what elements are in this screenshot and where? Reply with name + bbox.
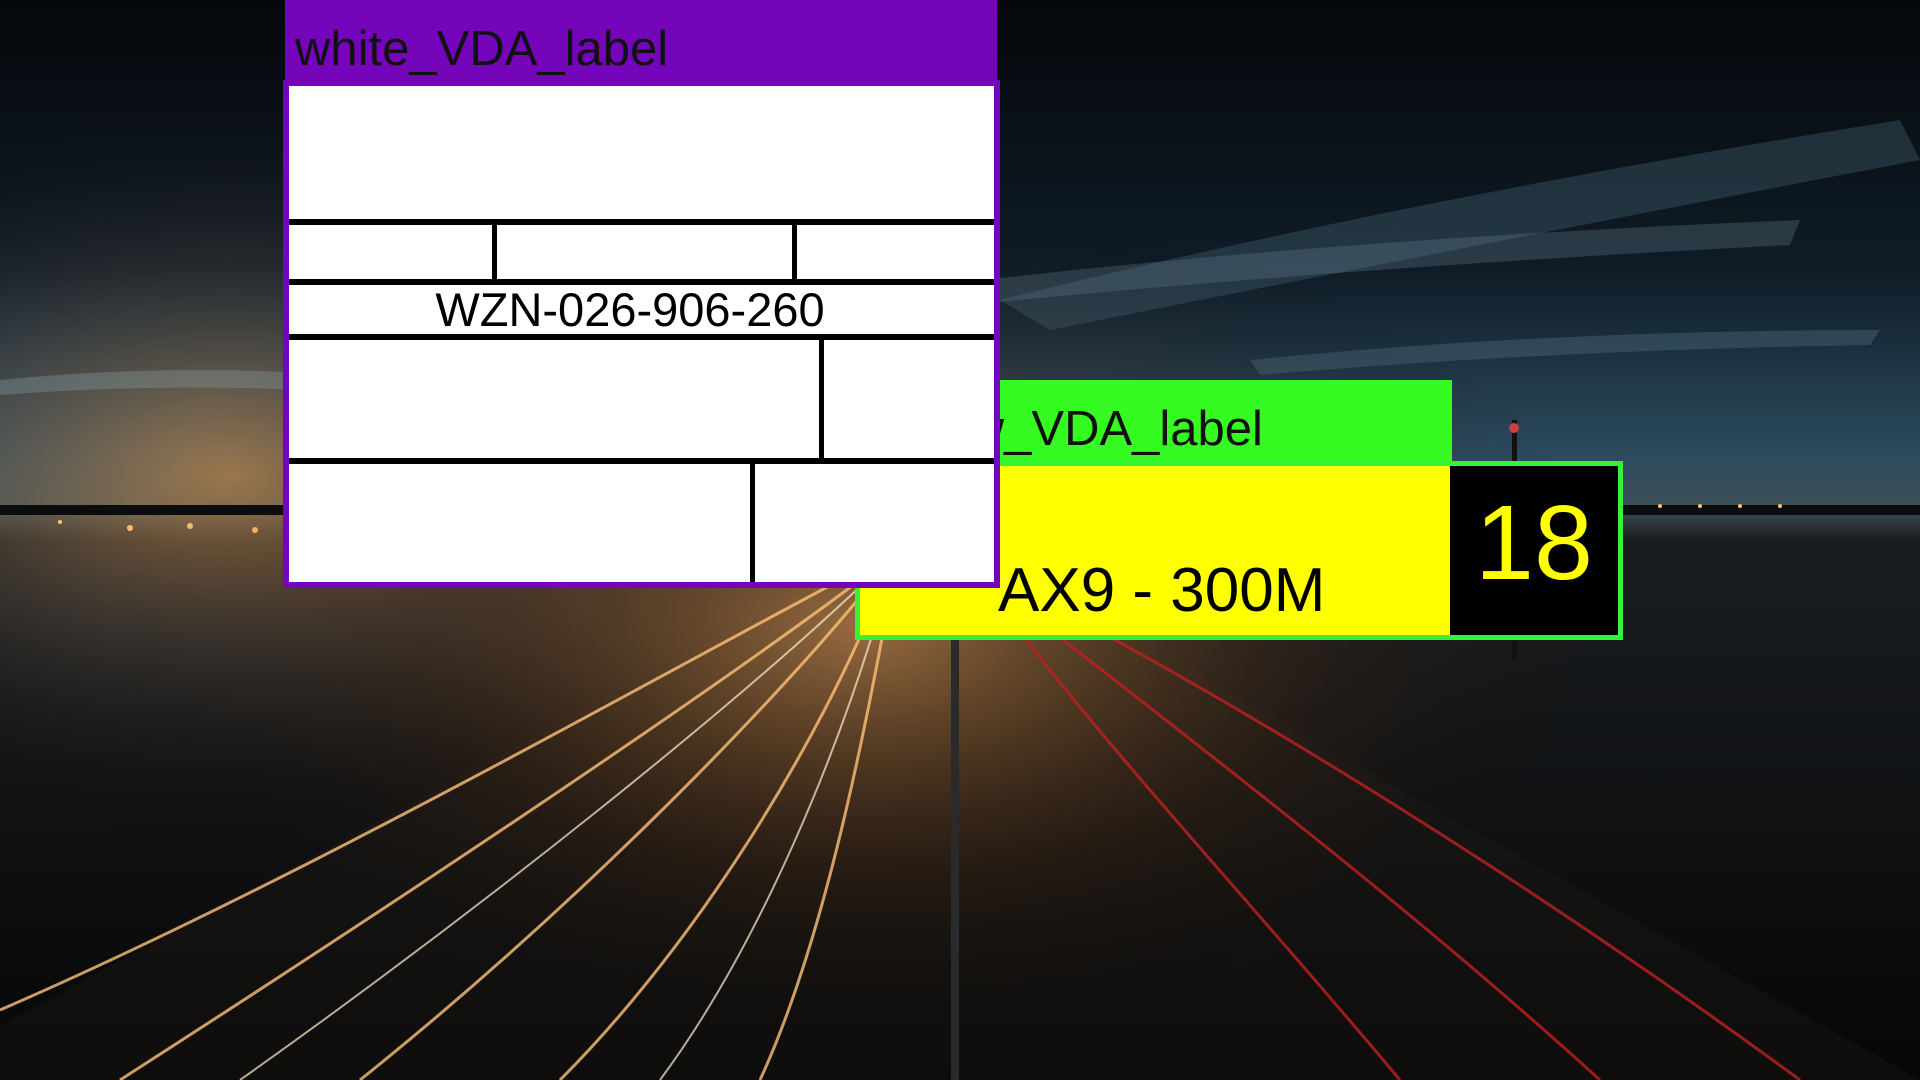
white-label-code: WZN-026-906-260: [435, 283, 825, 336]
grid-line: [289, 219, 994, 225]
grid-line: [289, 334, 994, 340]
grid-divider: [492, 219, 497, 279]
grid-line: [289, 458, 994, 464]
yellow-label-number-cell: 18: [1450, 466, 1618, 635]
yellow-label-number: 18: [1475, 484, 1593, 602]
grid-divider: [750, 458, 755, 582]
grid-divider: [819, 334, 824, 458]
grid-divider: [792, 219, 797, 279]
grid-line: [289, 279, 994, 285]
white-label-tag: white_VDA_label: [285, 0, 997, 86]
white-vda-label: WZN-026-906-260: [283, 80, 1000, 588]
yellow-label-text: AX9 - 300M: [998, 556, 1326, 625]
